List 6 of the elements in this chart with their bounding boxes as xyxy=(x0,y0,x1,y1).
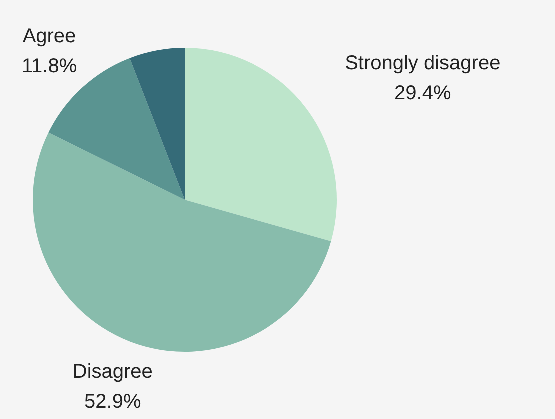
slice-label: Disagree xyxy=(72,360,153,383)
data-label: 11.8% xyxy=(22,56,78,78)
data-label: 29.4% xyxy=(394,82,452,105)
slice-label: Agree xyxy=(22,26,76,48)
slice-label: Strongly disagree xyxy=(345,52,501,75)
data-label: 52.9% xyxy=(84,390,142,413)
